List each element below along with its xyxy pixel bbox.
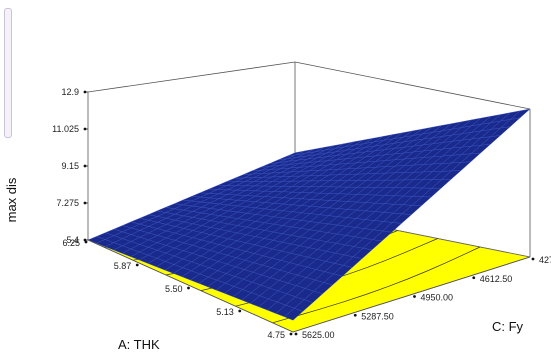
box-edge (292, 256, 531, 333)
x-tick-dot (135, 263, 139, 267)
box-edge (87, 239, 294, 333)
x-axis-title: A: THK (118, 337, 160, 352)
z-tick-dot (83, 201, 87, 205)
y-tick-dot (472, 276, 476, 280)
x-tick-label: 5.13 (216, 307, 234, 317)
y-tick-dot (531, 257, 535, 261)
y-tick-label: 4950.00 (421, 293, 454, 303)
z-tick-dot (83, 127, 87, 131)
x-tick-label: 5.87 (114, 261, 132, 271)
y-tick-label: 4612.50 (480, 274, 513, 284)
z-tick-dot (83, 90, 87, 94)
axes-box-front (87, 239, 531, 333)
z-tick-label: 7.275 (56, 198, 79, 208)
z-tick-label: 9.15 (61, 161, 79, 171)
x-tick-label: 6.25 (62, 238, 80, 248)
y-axis-title: C: Fy (492, 319, 524, 334)
y-tick-label: 4275.00 (539, 255, 551, 265)
x-tick-dot (238, 309, 242, 313)
z-tick-label: 11.025 (52, 124, 79, 134)
y-tick-dot (413, 295, 416, 298)
surface-cell (509, 108, 531, 120)
tick-labels: 5.4 7.275 9.15 11.025 12.9 6.25 5.87 5.50 5.13 4.… (52, 87, 551, 340)
x-tick-dot (187, 286, 190, 290)
x-tick-label: 4.75 (267, 330, 285, 340)
box-edge (87, 61, 296, 93)
y-tick-label: 5287.50 (361, 311, 394, 321)
x-tick-dot (84, 240, 88, 244)
scrollbar-handle[interactable] (4, 8, 12, 138)
contour-line (272, 246, 481, 324)
y-tick-dot (353, 313, 357, 317)
z-tick-label: 12.9 (61, 87, 79, 97)
z-axis-title: max dis (4, 177, 19, 222)
box-edge (294, 61, 531, 110)
y-tick-label: 5625.00 (302, 330, 335, 340)
y-tick-dot (294, 332, 298, 336)
z-tick-dot (83, 164, 87, 168)
response-surface (87, 108, 531, 321)
x-tick-dot (289, 332, 293, 336)
x-tick-label: 5.50 (165, 284, 183, 294)
z-tick-label: 5.4 (66, 235, 79, 245)
